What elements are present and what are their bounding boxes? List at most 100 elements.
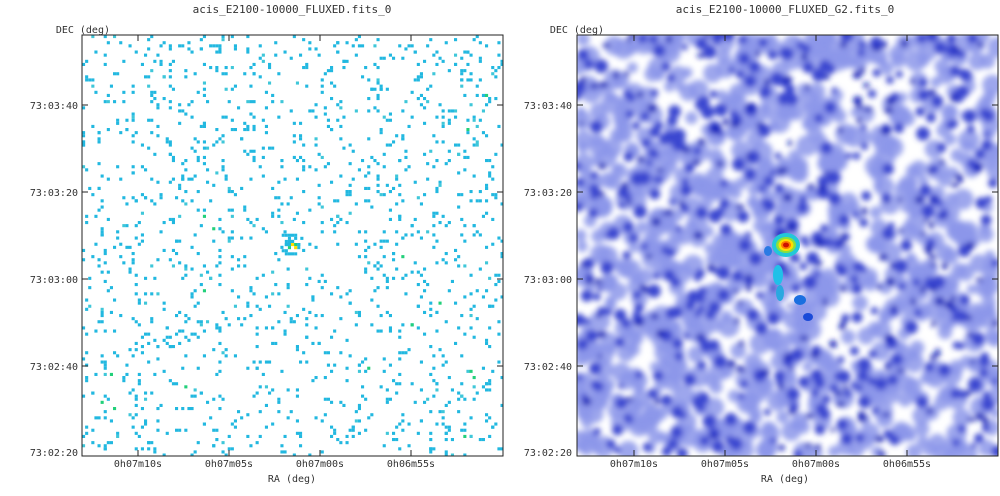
- emission-blob: [618, 383, 624, 390]
- emission-blob: [967, 35, 979, 44]
- photon-pixel: [264, 360, 268, 364]
- emission-blob: [934, 394, 950, 411]
- photon-pixel: [330, 425, 334, 429]
- photon-pixel: [91, 428, 95, 432]
- photon-pixel: [419, 103, 423, 107]
- photon-pixel: [348, 143, 352, 147]
- photon-pixel: [175, 407, 179, 411]
- photon-pixel: [221, 441, 225, 445]
- photon-pixel: [277, 400, 281, 404]
- photon-pixel: [271, 100, 275, 104]
- photon-pixel: [215, 44, 219, 48]
- photon-pixel: [134, 273, 138, 277]
- emission-core: [801, 53, 808, 61]
- photon-pixel: [395, 242, 399, 246]
- photon-pixel: [361, 75, 365, 79]
- photon-pixel: [202, 146, 206, 150]
- emission-blob: [868, 349, 878, 359]
- emission-blob: [918, 78, 928, 88]
- photon-pixel: [258, 434, 262, 438]
- photon-pixel: [202, 93, 206, 97]
- photon-pixel: [258, 75, 262, 79]
- emission-core: [807, 183, 815, 190]
- photon-pixel: [171, 159, 175, 163]
- photon-pixel: [419, 419, 423, 423]
- photon-pixel: [156, 180, 160, 184]
- photon-pixel: [302, 38, 306, 42]
- emission-blob: [650, 88, 659, 97]
- photon-pixel: [497, 447, 501, 451]
- photon-pixel: [416, 230, 420, 234]
- photon-pixel: [330, 217, 334, 221]
- emission-blob: [670, 306, 683, 319]
- emission-blob: [683, 373, 696, 387]
- plot-frame: [576, 34, 999, 457]
- emission-core: [710, 264, 715, 273]
- emission-blob: [791, 283, 801, 293]
- photon-pixel: [333, 84, 337, 88]
- photon-pixel: [320, 221, 324, 225]
- photon-pixel: [131, 134, 135, 138]
- emission-blob: [695, 97, 708, 111]
- photon-pixel: [233, 47, 237, 51]
- emission-blob: [870, 307, 879, 315]
- photon-pixel: [401, 56, 405, 60]
- photon-pixel: [140, 165, 144, 169]
- emission-blob: [962, 109, 977, 124]
- photon-pixel: [159, 59, 163, 63]
- emission-core: [853, 96, 862, 105]
- photon-pixel: [432, 72, 436, 76]
- photon-pixel: [438, 180, 442, 184]
- emission-blob: [735, 176, 749, 190]
- photon-pixel: [323, 112, 327, 116]
- photon-pixel: [463, 422, 467, 426]
- photon-pixel: [460, 217, 464, 221]
- photon-pixel: [91, 84, 95, 88]
- photon-pixel: [82, 143, 86, 147]
- photon-pixel: [199, 38, 203, 42]
- emission-blob: [953, 220, 967, 234]
- photon-pixel: [478, 233, 482, 237]
- y-tick-label: 73:03:00: [30, 275, 78, 286]
- photon-pixel: [106, 93, 110, 97]
- photon-pixel: [444, 320, 448, 324]
- photon-pixel: [255, 304, 259, 308]
- photon-pixel: [147, 332, 151, 336]
- emission-blob: [615, 397, 628, 410]
- photon-pixel: [345, 366, 349, 370]
- photon-pixel: [215, 140, 219, 144]
- emission-blob: [670, 426, 683, 439]
- photon-pixel: [227, 100, 231, 104]
- emission-blob: [769, 169, 776, 176]
- photon-pixel: [85, 431, 89, 435]
- photon-pixel: [184, 202, 188, 206]
- emission-core: [941, 214, 947, 220]
- emission-core: [950, 295, 956, 302]
- emission-core: [930, 354, 936, 362]
- photon-pixel: [131, 112, 135, 116]
- emission-core: [898, 197, 903, 203]
- photon-pixel: [491, 425, 495, 429]
- photon-pixel: [314, 245, 318, 249]
- emission-blob: [914, 421, 930, 437]
- photon-pixel: [398, 217, 402, 221]
- emission-core: [840, 285, 847, 293]
- emission-blob: [871, 134, 884, 147]
- photon-pixel: [485, 382, 489, 386]
- emission-blob: [763, 220, 775, 233]
- photon-pixel: [134, 403, 138, 407]
- photon-pixel: [364, 186, 368, 190]
- photon-pixel: [128, 391, 132, 395]
- photon-pixel: [423, 279, 427, 283]
- photon-pixel: [116, 434, 120, 438]
- photon-pixel: [429, 307, 433, 311]
- emission-blob: [637, 35, 648, 44]
- emission-core: [811, 351, 820, 359]
- emission-blob: [797, 202, 809, 214]
- photon-pixel: [336, 438, 340, 442]
- photon-pixel: [435, 239, 439, 243]
- photon-pixel: [336, 242, 340, 246]
- photon-pixel: [441, 410, 445, 414]
- photon-pixel: [330, 335, 334, 339]
- photon-pixel: [209, 199, 213, 203]
